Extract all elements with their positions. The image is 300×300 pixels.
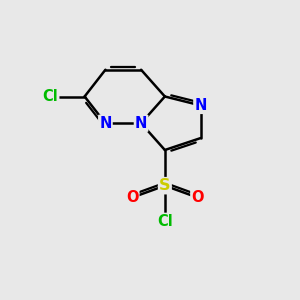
Text: N: N: [194, 98, 207, 113]
Text: O: O: [126, 190, 138, 205]
Text: O: O: [191, 190, 204, 205]
Text: Cl: Cl: [43, 89, 58, 104]
Text: Cl: Cl: [157, 214, 173, 229]
Text: N: N: [99, 116, 112, 131]
Text: N: N: [135, 116, 147, 131]
Text: S: S: [159, 178, 171, 193]
